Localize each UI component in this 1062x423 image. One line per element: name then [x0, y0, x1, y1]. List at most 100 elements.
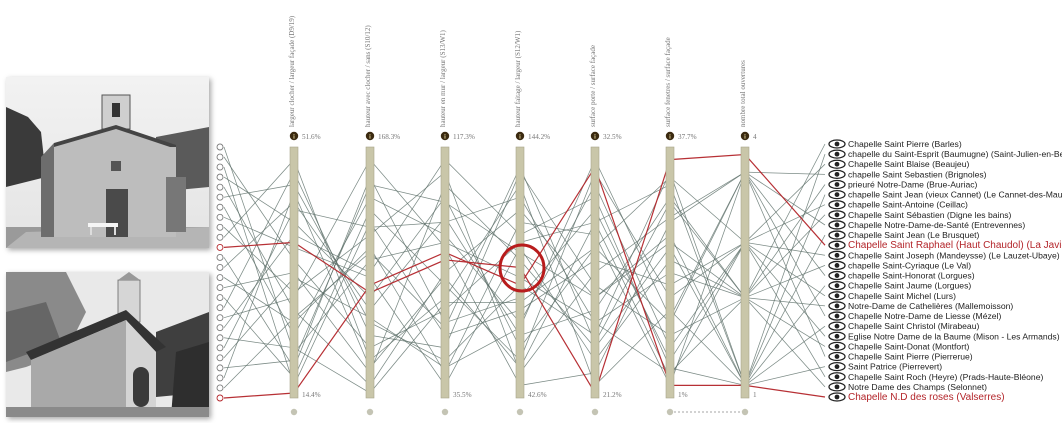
eye-icon[interactable] — [828, 169, 846, 180]
row-selector[interactable] — [216, 173, 224, 181]
eye-icon[interactable] — [828, 281, 846, 291]
list-item[interactable]: Notre-Dame de Cathelières (Mallemoisson) — [828, 301, 1013, 311]
eye-icon[interactable] — [828, 341, 846, 352]
row-selector[interactable] — [216, 253, 224, 261]
list-item[interactable]: chapelle Saint-Cyriaque (Le Val) — [828, 260, 971, 271]
row-selector[interactable] — [216, 354, 224, 362]
eye-icon[interactable] — [828, 260, 846, 271]
row-selector[interactable] — [216, 374, 224, 382]
list-item[interactable]: chapelle Saint-Honorat (Lorgues) — [828, 270, 975, 281]
list-item[interactable]: chapelle Saint Jean (vieux Cannet) (Le C… — [828, 189, 1062, 200]
axis-info-icon[interactable]: i — [289, 131, 299, 141]
list-item[interactable]: Chapelle Saint Joseph (Mandeysse) (Le La… — [828, 250, 1060, 260]
list-item[interactable]: Chapelle Saint Roch (Heyre) (Prads-Haute… — [828, 372, 1043, 382]
axis-handle[interactable] — [591, 408, 599, 416]
data-line[interactable] — [223, 196, 826, 348]
axis-info-icon[interactable]: i — [740, 131, 750, 141]
row-selector[interactable] — [216, 203, 224, 211]
row-selector[interactable] — [216, 243, 224, 251]
row-selector[interactable] — [216, 213, 224, 221]
axis-handle[interactable] — [290, 408, 298, 416]
list-item[interactable]: Chapelle Saint Raphael (Haut Chaudol) (L… — [828, 240, 1062, 251]
axis-info-icon[interactable]: i — [365, 131, 375, 141]
list-item[interactable]: Notre Dame des Champs (Selonnet) — [828, 382, 987, 392]
eye-icon[interactable] — [828, 149, 846, 159]
eye-icon[interactable] — [828, 230, 846, 240]
axis-handle[interactable] — [666, 408, 674, 416]
axis-info-icon[interactable]: i — [515, 131, 525, 141]
data-line[interactable] — [223, 159, 826, 386]
eye-icon[interactable] — [828, 270, 846, 281]
row-selector[interactable] — [216, 304, 224, 312]
eye-icon[interactable] — [828, 382, 846, 392]
axis-handle[interactable] — [516, 408, 524, 416]
eye-icon[interactable] — [828, 139, 846, 149]
axis-info-icon[interactable]: i — [665, 131, 675, 141]
data-line[interactable] — [223, 176, 826, 369]
data-line[interactable] — [223, 158, 826, 369]
eye-icon[interactable] — [828, 331, 846, 341]
eye-icon[interactable] — [828, 179, 846, 190]
row-selector[interactable] — [216, 344, 224, 352]
data-line[interactable] — [223, 171, 826, 349]
eye-icon[interactable] — [828, 361, 846, 372]
axis-info-icon[interactable]: i — [440, 131, 450, 141]
row-selector[interactable] — [216, 294, 224, 302]
list-item[interactable]: chapelle du Saint-Esprit (Baumugne) (Sai… — [828, 149, 1062, 159]
list-item[interactable]: Chapelle Notre-Dame de Liesse (Mézel) — [828, 311, 1001, 321]
eye-icon[interactable] — [828, 392, 846, 402]
list-item[interactable]: prieuré Notre-Dame (Brue-Auriac) — [828, 179, 978, 190]
eye-icon[interactable] — [828, 311, 846, 321]
row-selector[interactable] — [216, 284, 224, 292]
list-item[interactable]: Chapelle Saint Jean (Le Brusquet) — [828, 230, 980, 240]
row-selector[interactable] — [216, 394, 224, 402]
list-item[interactable]: Chapelle Saint Sébastien (Digne les bain… — [828, 210, 1012, 220]
data-line[interactable] — [223, 158, 826, 387]
list-item[interactable]: chapelle Saint Sebastien (Brignoles) — [828, 169, 987, 180]
list-item[interactable]: Saint Patrice (Pierrevert) — [828, 361, 942, 372]
row-selector[interactable] — [216, 223, 224, 231]
eye-icon[interactable] — [828, 189, 846, 200]
list-item[interactable]: Chapelle Saint-Donat (Montfort) — [828, 341, 969, 352]
eye-icon[interactable] — [828, 240, 846, 250]
data-line[interactable] — [223, 183, 826, 349]
row-selector[interactable] — [216, 163, 224, 171]
list-item[interactable]: Chapelle Saint Blaise (Beaujeu) — [828, 159, 969, 169]
eye-icon[interactable] — [828, 220, 846, 230]
list-item[interactable]: Chapelle Saint Christol (Mirabeau) — [828, 321, 979, 331]
eye-icon[interactable] — [828, 351, 846, 362]
row-selector[interactable] — [216, 364, 224, 372]
row-selector[interactable] — [216, 153, 224, 161]
row-selector[interactable] — [216, 334, 224, 342]
eye-icon[interactable] — [828, 200, 846, 210]
list-item[interactable]: Chapelle N.D des roses (Valserres) — [828, 392, 1005, 403]
row-selector[interactable] — [216, 274, 224, 281]
data-line[interactable] — [223, 153, 826, 387]
row-selector[interactable] — [216, 314, 224, 322]
row-selector[interactable] — [216, 193, 224, 201]
list-item[interactable]: Chapelle Saint Jaume (Lorgues) — [828, 281, 971, 291]
eye-icon[interactable] — [828, 372, 846, 382]
list-item[interactable]: chapelle Saint-Antoine (Ceillac) — [828, 200, 968, 210]
list-item[interactable]: Chapelle Saint Pierre (Barles) — [828, 139, 962, 149]
row-selector[interactable] — [216, 384, 224, 392]
data-line[interactable] — [223, 171, 826, 349]
list-item[interactable]: Chapelle Saint Pierre (Pierrerue) — [828, 351, 973, 362]
row-selector[interactable] — [216, 264, 224, 271]
axis-handle[interactable] — [741, 408, 749, 416]
row-selector[interactable] — [216, 233, 224, 241]
eye-icon[interactable] — [828, 291, 846, 301]
eye-icon[interactable] — [828, 210, 846, 220]
axis-info-icon[interactable]: i — [590, 131, 600, 141]
axis-handle[interactable] — [366, 408, 374, 416]
list-item[interactable]: Eglise Notre Dame de la Baume (Mison - L… — [828, 331, 1060, 341]
list-item[interactable]: Chapelle Notre-Dame-de-Santé (Entrevenne… — [828, 220, 1025, 230]
eye-icon[interactable] — [828, 159, 846, 169]
data-line[interactable] — [223, 158, 826, 386]
axis-handle[interactable] — [441, 408, 449, 416]
list-item[interactable]: Chapelle Saint Michel (Lurs) — [828, 291, 956, 301]
eye-icon[interactable] — [828, 321, 846, 331]
eye-icon[interactable] — [828, 250, 846, 260]
row-selector[interactable] — [216, 324, 224, 332]
eye-icon[interactable] — [828, 301, 846, 311]
